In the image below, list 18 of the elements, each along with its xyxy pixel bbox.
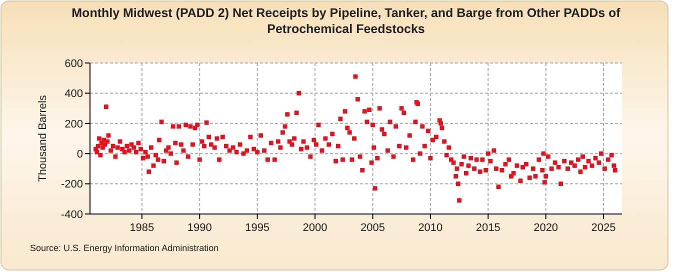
x-tick-label: 2015 bbox=[476, 222, 500, 234]
chart-title: Monthly Midwest (PADD 2) Net Receipts by Pipeline, Tanker, and Barge from Other PADDs of Petrochemical Feedstocks bbox=[72, 6, 622, 36]
y-tick-label: -400 bbox=[60, 208, 83, 221]
x-tick-label: 1995 bbox=[245, 222, 270, 234]
x-tick-label: 1990 bbox=[187, 222, 212, 234]
x-tick-label: 1985 bbox=[130, 222, 154, 234]
y-tick-label: 0 bbox=[76, 148, 83, 160]
y-tick-label: -200 bbox=[60, 178, 83, 191]
x-tick-label: 2010 bbox=[418, 222, 443, 234]
x-tick-label: 2000 bbox=[302, 222, 328, 234]
y-tick-label: 600 bbox=[64, 58, 83, 70]
x-tick-label: 2025 bbox=[591, 222, 616, 234]
source-note: Source: U.S. Energy Information Administration bbox=[30, 243, 219, 253]
y-tick-label: 400 bbox=[64, 88, 83, 100]
y-axis-title: Thousand Barrels bbox=[37, 94, 49, 182]
y-tick-label: 200 bbox=[64, 118, 83, 130]
x-tick-label: 2020 bbox=[534, 222, 558, 234]
x-tick-label: 2005 bbox=[360, 222, 385, 234]
